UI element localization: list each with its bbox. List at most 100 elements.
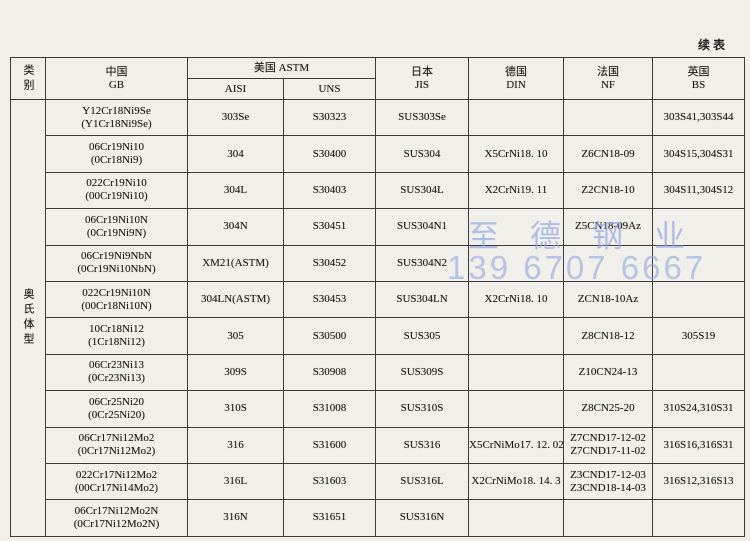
cell-line: (0Cr18Ni9) xyxy=(90,154,143,167)
cell-uns: S31600 xyxy=(283,426,376,464)
col-header-germany-din: 德国 DIN xyxy=(468,57,564,100)
cell-uns: S30400 xyxy=(283,135,376,173)
cell-aisi: 304 xyxy=(187,135,284,173)
col-header-uns: UNS xyxy=(283,78,376,100)
cell-uns: S30452 xyxy=(283,244,376,282)
col-header-china-gb: 中国 GB xyxy=(45,57,188,100)
cell-jis: SUS304LN xyxy=(375,280,469,319)
cell-line: (0Cr23Ni13) xyxy=(88,372,145,385)
table-row: 022Cr19Ni10N (00Cr18Ni10N) 304LN(ASTM) S3… xyxy=(11,280,745,319)
cell-gb: 06Cr19Ni10N (0Cr19Ni9N) xyxy=(45,208,188,246)
cell-uns: S30908 xyxy=(283,353,376,392)
cell-din xyxy=(468,244,564,282)
cell-uns: S30453 xyxy=(283,280,376,319)
col-header-france: 法国 xyxy=(597,65,619,78)
table-row: 06Cr19Ni10N (0Cr19Ni9N) 304N S30451 SUS30… xyxy=(11,208,745,246)
col-header-category-label: 类别 xyxy=(22,63,34,94)
col-header-gb: GB xyxy=(108,78,125,91)
cell-jis: SUS310S xyxy=(375,390,469,428)
cell-din: X5CrNiMo17. 12. 02 xyxy=(468,426,564,464)
cell-line: Z3CND17-12-03 xyxy=(570,468,646,481)
cell-nf xyxy=(563,499,653,537)
table-row: 06Cr17Ni12Mo2 (0Cr17Ni12Mo2) 316 S31600 S… xyxy=(11,426,745,464)
cell-line: (0Cr19Ni9N) xyxy=(86,226,147,239)
cell-uns: S30323 xyxy=(283,98,376,137)
table-body: 奥氏体型 Y12Cr18Ni9Se (Y1Cr18Ni9Se) 303Se S30… xyxy=(10,98,745,537)
cell-nf: Z8CN18-12 xyxy=(563,317,653,355)
cell-line: 06Cr23Ni13 xyxy=(89,359,144,372)
cell-bs xyxy=(652,280,745,319)
col-header-uk: 英国 xyxy=(687,65,710,78)
cell-jis: SUS309S xyxy=(375,353,469,392)
cell-gb: 06Cr19Ni9NbN (0Cr19Ni10NbN) xyxy=(45,244,188,282)
table-header: 类别 中国 GB 美国 ASTM 日本 JIS 德国 DIN 法国 NF 英国 … xyxy=(10,57,745,100)
cell-line: Z5CN18-09Az xyxy=(575,220,641,233)
cell-line: 06Cr19Ni10 xyxy=(89,141,144,154)
standards-table: 类别 中国 GB 美国 ASTM 日本 JIS 德国 DIN 法国 NF 英国 … xyxy=(10,57,745,537)
cell-gb: 06Cr17Ni12Mo2 (0Cr17Ni12Mo2) xyxy=(45,426,188,464)
cell-jis: SUS304L xyxy=(375,171,469,210)
cell-line: Z8CN25-20 xyxy=(581,402,635,415)
category-label: 奥氏体型 xyxy=(22,287,34,348)
cell-line: 022Cr19Ni10 xyxy=(86,177,147,190)
cell-gb: 06Cr19Ni10 (0Cr18Ni9) xyxy=(45,135,188,173)
cell-line: ZCN18-10Az xyxy=(577,293,639,306)
cell-jis: SUS305 xyxy=(375,317,469,355)
cell-aisi: 309S xyxy=(187,353,284,392)
cell-line: (1Cr18Ni12) xyxy=(88,336,145,349)
cell-nf: Z6CN18-09 xyxy=(563,135,653,173)
cell-gb: Y12Cr18Ni9Se (Y1Cr18Ni9Se) xyxy=(45,98,188,137)
cell-line: (00Cr19Ni10) xyxy=(85,190,148,203)
cell-line: (00Cr18Ni10N) xyxy=(81,299,152,312)
cell-din: X2CrNi18. 10 xyxy=(468,280,564,319)
cell-line: (0Cr19Ni10NbN) xyxy=(77,263,156,276)
cell-jis: SUS304N1 xyxy=(375,208,469,246)
cell-uns: S30403 xyxy=(283,171,376,210)
cell-nf: ZCN18-10Az xyxy=(563,280,653,319)
cell-nf: Z10CN24-13 xyxy=(563,353,653,392)
cell-line: (0Cr17Ni12Mo2) xyxy=(77,445,156,458)
cell-aisi: XM21(ASTM) xyxy=(187,244,284,282)
cell-aisi: 316N xyxy=(187,499,284,537)
cell-uns: S31008 xyxy=(283,390,376,428)
cell-uns: S31603 xyxy=(283,462,376,501)
cell-aisi: 316L xyxy=(187,462,284,501)
cell-line: Y12Cr18Ni9Se xyxy=(82,104,151,117)
category-cell: 奥氏体型 xyxy=(10,99,46,537)
cell-gb: 06Cr23Ni13 (0Cr23Ni13) xyxy=(45,353,188,392)
cell-bs: 316S16,316S31 xyxy=(652,426,745,464)
cell-nf xyxy=(563,98,653,137)
cell-bs xyxy=(652,208,745,246)
cell-line: (0Cr25Ni20) xyxy=(88,408,145,421)
cell-nf: Z8CN25-20 xyxy=(563,390,653,428)
col-header-category: 类别 xyxy=(10,57,46,100)
cell-line: 06Cr19Ni9NbN xyxy=(81,250,152,263)
table-row: 06Cr17Ni12Mo2N (0Cr17Ni12Mo2N) 316N S3165… xyxy=(11,499,745,537)
col-header-jis: JIS xyxy=(414,78,430,91)
cell-jis: SUS304 xyxy=(375,135,469,173)
cell-din xyxy=(468,353,564,392)
cell-line: (Y1Cr18Ni9Se) xyxy=(81,117,152,130)
col-header-din: DIN xyxy=(506,78,526,91)
table-row: 06Cr25Ni20 (0Cr25Ni20) 310S S31008 SUS310… xyxy=(11,390,745,428)
col-header-germany: 德国 xyxy=(505,65,527,78)
cell-gb: 10Cr18Ni12 (1Cr18Ni12) xyxy=(45,317,188,355)
cell-line: 06Cr17Ni12Mo2 xyxy=(78,432,155,445)
cell-jis: SUS304N2 xyxy=(375,244,469,282)
table-row: 022Cr19Ni10 (00Cr19Ni10) 304L S30403 SUS3… xyxy=(11,171,745,210)
cell-line: Z7CND17-12-02 xyxy=(570,432,646,445)
cell-aisi: 304N xyxy=(187,208,284,246)
col-header-nf: NF xyxy=(600,78,616,91)
cell-uns: S30451 xyxy=(283,208,376,246)
col-header-china: 中国 xyxy=(105,65,128,78)
table-row: 06Cr23Ni13 (0Cr23Ni13) 309S S30908 SUS309… xyxy=(11,353,745,392)
col-header-france-nf: 法国 NF xyxy=(563,57,653,100)
cell-line: 06Cr17Ni12Mo2N xyxy=(74,504,159,517)
cell-bs xyxy=(652,353,745,392)
cell-line: 10Cr18Ni12 xyxy=(89,323,144,336)
cell-nf: Z5CN18-09Az xyxy=(563,208,653,246)
cell-jis: SUS316L xyxy=(375,462,469,501)
cell-aisi: 303Se xyxy=(187,98,284,137)
cell-aisi: 305 xyxy=(187,317,284,355)
